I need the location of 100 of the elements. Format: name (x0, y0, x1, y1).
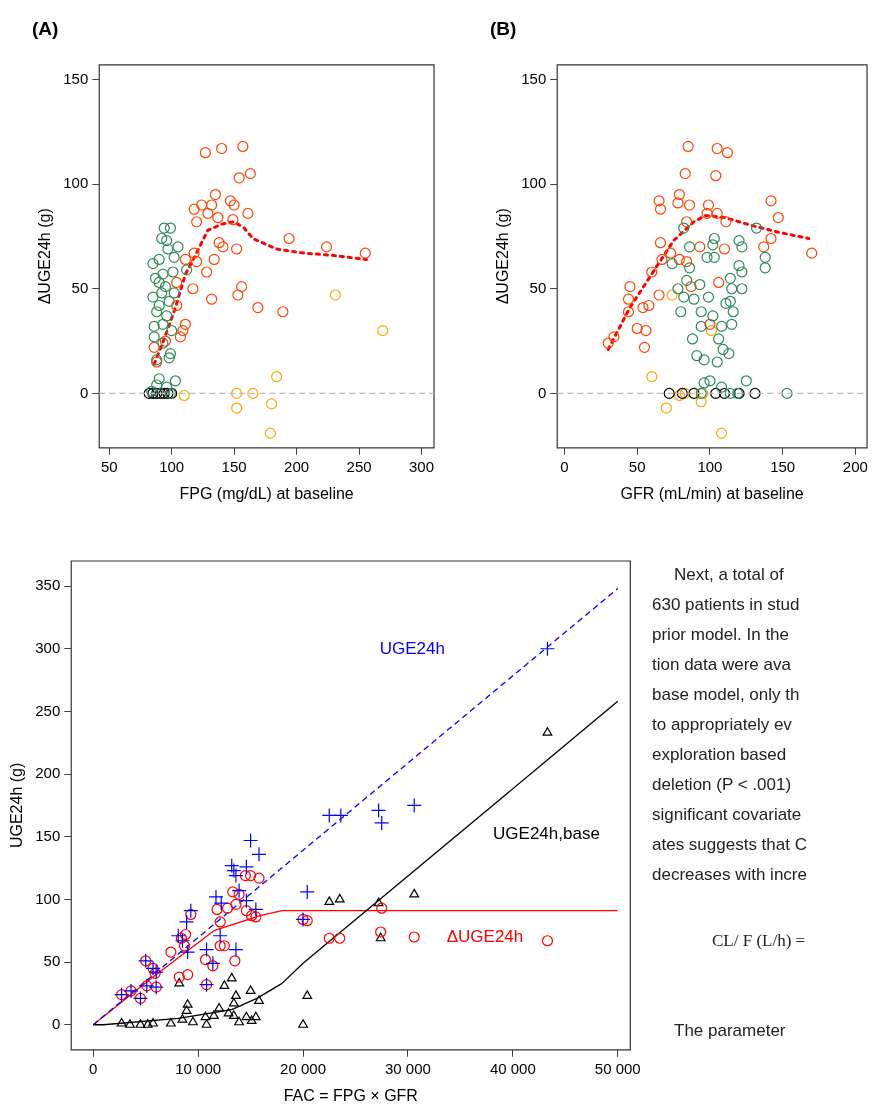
point (151, 306, 163, 318)
point (147, 258, 159, 270)
point (178, 389, 190, 402)
point (698, 377, 710, 389)
point (781, 387, 793, 399)
point (711, 207, 723, 219)
x-axis-title: GFR (mL/min) at baseline (620, 484, 804, 502)
point (736, 241, 748, 253)
point (201, 1019, 212, 1028)
point (266, 398, 278, 410)
point (183, 903, 199, 919)
point (542, 727, 553, 736)
text: UGE24h (379, 638, 445, 658)
point (691, 350, 703, 362)
text: prior model. In the (652, 624, 790, 646)
point (643, 299, 655, 312)
point (214, 1002, 225, 1012)
y-axis-title: UGE24h (g) (8, 762, 26, 849)
text: exploration based (652, 744, 788, 766)
point (673, 188, 685, 201)
x-tick-label: 250 (346, 457, 372, 475)
point (698, 354, 710, 366)
point (174, 331, 187, 343)
y-tick-label: 250 (35, 701, 61, 719)
point (206, 199, 218, 211)
point (653, 195, 665, 207)
point (219, 980, 230, 989)
text: base model, only th (652, 684, 801, 706)
point (171, 276, 183, 289)
y-tick-label: 100 (35, 889, 61, 907)
point (373, 897, 384, 907)
point (228, 941, 244, 958)
point (679, 168, 691, 180)
point (302, 990, 313, 1000)
point (187, 283, 199, 295)
point (640, 325, 652, 337)
text: significant covariate (652, 804, 803, 826)
point (646, 371, 658, 383)
point (218, 940, 230, 952)
point (199, 953, 212, 966)
point (191, 216, 203, 228)
point (713, 276, 725, 289)
point (179, 253, 192, 266)
point (161, 235, 173, 247)
point (238, 859, 255, 875)
point (705, 325, 717, 337)
point (174, 933, 191, 949)
y-axis-title: ΔUGE24h (g) (36, 208, 54, 305)
point (695, 306, 707, 318)
y-tick-label: 100 (63, 174, 89, 192)
point (666, 258, 678, 270)
point (710, 170, 722, 182)
point (408, 931, 420, 943)
point (116, 1017, 127, 1027)
point (224, 195, 236, 207)
x-tick-label: 10 000 (175, 1059, 222, 1077)
point (154, 387, 167, 399)
point (678, 222, 690, 234)
point (683, 262, 696, 274)
point (234, 1016, 244, 1026)
y-tick-label: 150 (63, 69, 89, 87)
point (359, 247, 371, 259)
point (715, 427, 728, 439)
point (151, 379, 163, 391)
point (637, 301, 649, 314)
point (715, 381, 728, 393)
point (772, 211, 784, 224)
point (726, 283, 738, 295)
x-tick-label: 50 (628, 457, 646, 475)
point (200, 1011, 211, 1021)
point (654, 237, 667, 249)
point (211, 903, 223, 916)
point (759, 262, 771, 274)
point (148, 341, 160, 353)
point (701, 251, 713, 263)
x-tick-label: 40 000 (489, 1059, 536, 1077)
point (244, 168, 256, 180)
point (254, 995, 264, 1005)
point (724, 295, 736, 307)
point (240, 905, 253, 917)
point (214, 916, 226, 928)
point (688, 293, 700, 305)
point (654, 203, 667, 215)
point (245, 985, 256, 994)
point (715, 320, 728, 333)
point (153, 253, 165, 266)
point (638, 341, 651, 353)
point (228, 1010, 239, 1020)
point (672, 197, 684, 209)
point (165, 946, 177, 958)
point (329, 289, 341, 301)
point (660, 402, 672, 414)
x-axis-title: FPG (mg/dL) at baseline (179, 484, 354, 502)
point (324, 896, 335, 906)
point (187, 1016, 198, 1026)
point (228, 997, 239, 1007)
y-tick-label: 0 (537, 383, 547, 401)
point (153, 373, 165, 385)
point (720, 216, 732, 228)
point (299, 884, 315, 900)
